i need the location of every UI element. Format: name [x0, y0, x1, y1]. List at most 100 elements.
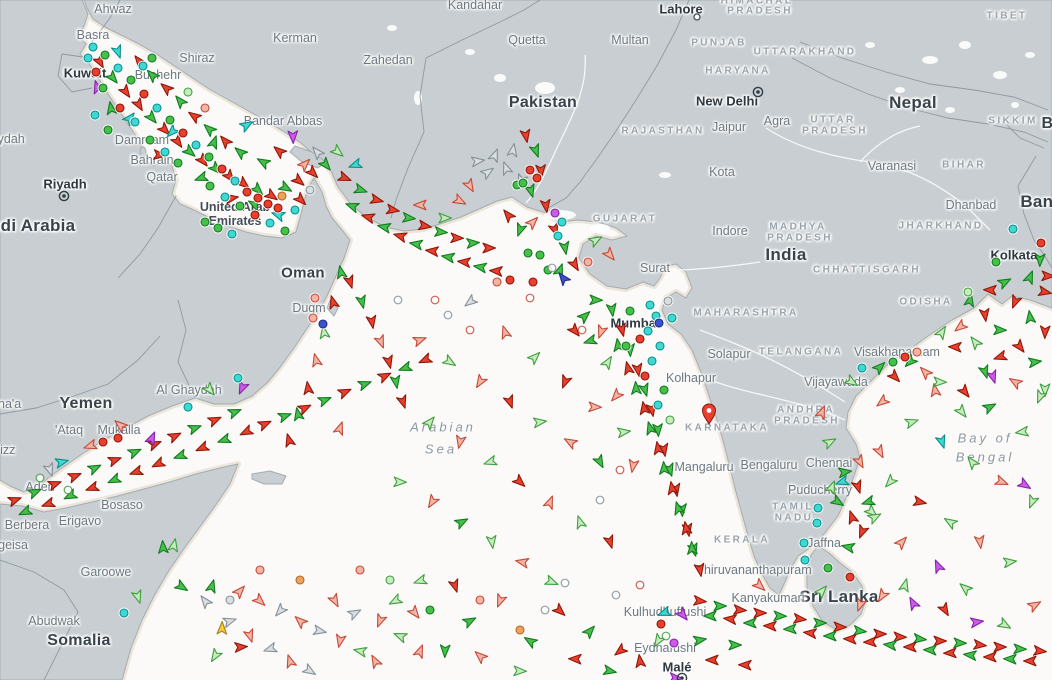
- vessel-arrow-tanker-pale[interactable]: [814, 404, 829, 420]
- vessel-arrow-tanker-red[interactable]: [912, 495, 927, 508]
- vessel-dot-cargo-green[interactable]: [165, 115, 175, 125]
- vessel-arrow-cargo-green[interactable]: [981, 400, 998, 415]
- vessel-arrow-tanker-red[interactable]: [692, 595, 708, 607]
- vessel-ring-unspecified-gray[interactable]: [560, 578, 570, 588]
- vessel-arrow-cargo-pale[interactable]: [882, 473, 899, 490]
- vessel-arrow-cargo-green[interactable]: [1034, 253, 1046, 268]
- vessel-dot-tanker-red[interactable]: [845, 572, 855, 582]
- vessel-dot-passenger-blue[interactable]: [318, 319, 328, 329]
- vessel-arrow-pleasure-magenta[interactable]: [235, 380, 250, 396]
- vessel-arrow-cargo-green[interactable]: [672, 500, 685, 516]
- vessel-arrow-cargo-green[interactable]: [644, 420, 657, 436]
- vessel-ring-unspecified-gray[interactable]: [611, 590, 621, 600]
- vessel-arrow-cargo-green[interactable]: [232, 144, 249, 161]
- vessel-dot-tanker-pale[interactable]: [475, 595, 485, 605]
- vessel-arrow-cargo-pale[interactable]: [392, 629, 408, 644]
- vessel-arrow-cargo-pale[interactable]: [412, 574, 428, 588]
- vessel-arrow-tanker-red[interactable]: [1037, 285, 1052, 298]
- vessel-arrow-tanker-pale[interactable]: [373, 613, 388, 629]
- vessel-arrow-tanker-red[interactable]: [376, 369, 393, 384]
- vessel-dot-tug-cyan[interactable]: [90, 110, 100, 120]
- vessel-arrow-tanker-pale[interactable]: [627, 458, 640, 473]
- vessel-arrow-cargo-pale[interactable]: [387, 593, 404, 608]
- vessel-arrow-tanker-red[interactable]: [158, 80, 175, 97]
- vessel-dot-tug-cyan[interactable]: [812, 518, 822, 528]
- vessel-arrow-cargo-pale[interactable]: [964, 454, 981, 471]
- vessel-dot-cargo-green[interactable]: [991, 257, 1001, 267]
- vessel-arrow-cargo-green[interactable]: [255, 155, 272, 170]
- vessel-arrow-tanker-red[interactable]: [733, 604, 748, 615]
- vessel-arrow-unspecified-gray[interactable]: [222, 614, 238, 628]
- vessel-arrow-cargo-green[interactable]: [409, 238, 424, 251]
- vessel-arrow-cargo-green[interactable]: [742, 617, 757, 629]
- vessel-arrow-cargo-green[interactable]: [206, 134, 220, 150]
- vessel-arrow-tug-cyan[interactable]: [238, 118, 255, 133]
- vessel-dot-tanker-red[interactable]: [528, 277, 538, 287]
- vessel-arrow-tanker-red[interactable]: [558, 374, 573, 390]
- vessel-arrow-cargo-green[interactable]: [461, 614, 478, 629]
- vessel-dot-cargo-green[interactable]: [425, 605, 435, 615]
- vessel-dot-tug-cyan[interactable]: [813, 503, 823, 513]
- vessel-arrow-tanker-pale[interactable]: [373, 334, 388, 350]
- vessel-arrow-unspecified-gray[interactable]: [272, 602, 289, 619]
- vessel-ring-tanker-pale[interactable]: [635, 580, 645, 590]
- vessel-ring-tanker-pale[interactable]: [615, 465, 625, 475]
- vessel-arrow-tanker-red[interactable]: [217, 133, 234, 150]
- vessel-arrow-unspecified-gray[interactable]: [42, 462, 56, 478]
- vessel-arrow-tanker-red[interactable]: [131, 96, 147, 113]
- vessel-arrow-cargo-pale[interactable]: [201, 381, 217, 398]
- vessel-arrow-tanker-red[interactable]: [448, 578, 462, 594]
- vessel-ring-tanker-pale[interactable]: [430, 295, 440, 305]
- vessel-arrow-tanker-pale[interactable]: [994, 474, 1010, 489]
- vessel-arrow-cargo-pale[interactable]: [131, 589, 145, 605]
- vessel-dot-tug-cyan[interactable]: [265, 218, 275, 228]
- vessel-dot-tanker-red[interactable]: [505, 275, 515, 285]
- vessel-arrow-cargo-pale[interactable]: [957, 580, 974, 597]
- vessel-arrow-cargo-green[interactable]: [558, 240, 571, 255]
- vessel-arrow-tanker-pale[interactable]: [472, 648, 489, 665]
- vessel-arrow-cargo-green[interactable]: [205, 578, 219, 594]
- vessel-dot-tanker-red[interactable]: [217, 164, 227, 174]
- vessel-arrow-cargo-green[interactable]: [172, 93, 189, 110]
- vessel-arrow-cargo-green[interactable]: [1027, 356, 1042, 369]
- vessel-arrow-pleasure-magenta[interactable]: [287, 130, 299, 145]
- vessel-arrow-tanker-red[interactable]: [450, 232, 465, 244]
- vessel-dot-pleasure-magenta[interactable]: [550, 208, 560, 218]
- vessel-dot-tanker-pale[interactable]: [492, 277, 502, 287]
- vessel-arrow-tanker-pale[interactable]: [327, 592, 342, 609]
- vessel-arrow-tanker-pale[interactable]: [751, 577, 768, 593]
- vessel-arrow-cargo-green[interactable]: [143, 109, 159, 126]
- vessel-dot-unspecified-gray[interactable]: [225, 595, 235, 605]
- vessel-arrow-tanker-red[interactable]: [566, 322, 582, 339]
- vessel-arrow-tanker-red[interactable]: [337, 170, 353, 185]
- vessel-dot-tug-cyan[interactable]: [83, 53, 93, 63]
- vessel-arrow-cargo-green[interactable]: [728, 639, 743, 651]
- vessel-arrow-tanker-red[interactable]: [666, 481, 679, 496]
- vessel-dot-tanker-red[interactable]: [253, 193, 263, 203]
- vessel-arrow-unspecified-gray[interactable]: [506, 143, 519, 158]
- vessel-arrow-cargo-green[interactable]: [996, 275, 1013, 290]
- vessel-arrow-cargo-green[interactable]: [1002, 653, 1017, 665]
- vessel-arrow-tanker-red[interactable]: [873, 628, 888, 640]
- vessel-arrow-cargo-green[interactable]: [144, 67, 161, 84]
- vessel-arrow-unspecified-gray[interactable]: [462, 293, 479, 310]
- vessel-arrow-tanker-pale[interactable]: [292, 613, 309, 630]
- vessel-ring-unspecified-gray[interactable]: [393, 295, 403, 305]
- vessel-dot-tanker-red[interactable]: [656, 619, 666, 629]
- vessel-arrow-tanker-red[interactable]: [615, 322, 628, 337]
- vessel-arrow-tanker-red[interactable]: [343, 274, 357, 290]
- vessel-arrow-tanker-pale[interactable]: [424, 493, 440, 510]
- vessel-arrow-tanker-red[interactable]: [302, 381, 315, 396]
- vessel-arrow-tug-cyan[interactable]: [110, 44, 124, 60]
- vessel-arrow-cargo-pale[interactable]: [438, 212, 453, 224]
- vessel-arrow-cargo-green[interactable]: [852, 625, 868, 637]
- vessel-arrow-cargo-green[interactable]: [581, 623, 597, 640]
- vessel-arrow-cargo-green[interactable]: [17, 504, 33, 519]
- vessel-arrow-cargo-green[interactable]: [277, 409, 293, 424]
- vessel-arrow-tanker-red[interactable]: [567, 653, 582, 665]
- vessel-arrow-tanker-red[interactable]: [327, 294, 340, 310]
- vessel-arrow-tanker-red[interactable]: [235, 175, 252, 191]
- vessel-dot-cargo-pale[interactable]: [963, 287, 973, 297]
- vessel-ring-cargo-pale[interactable]: [35, 473, 45, 483]
- vessel-dot-tug-cyan[interactable]: [227, 229, 237, 239]
